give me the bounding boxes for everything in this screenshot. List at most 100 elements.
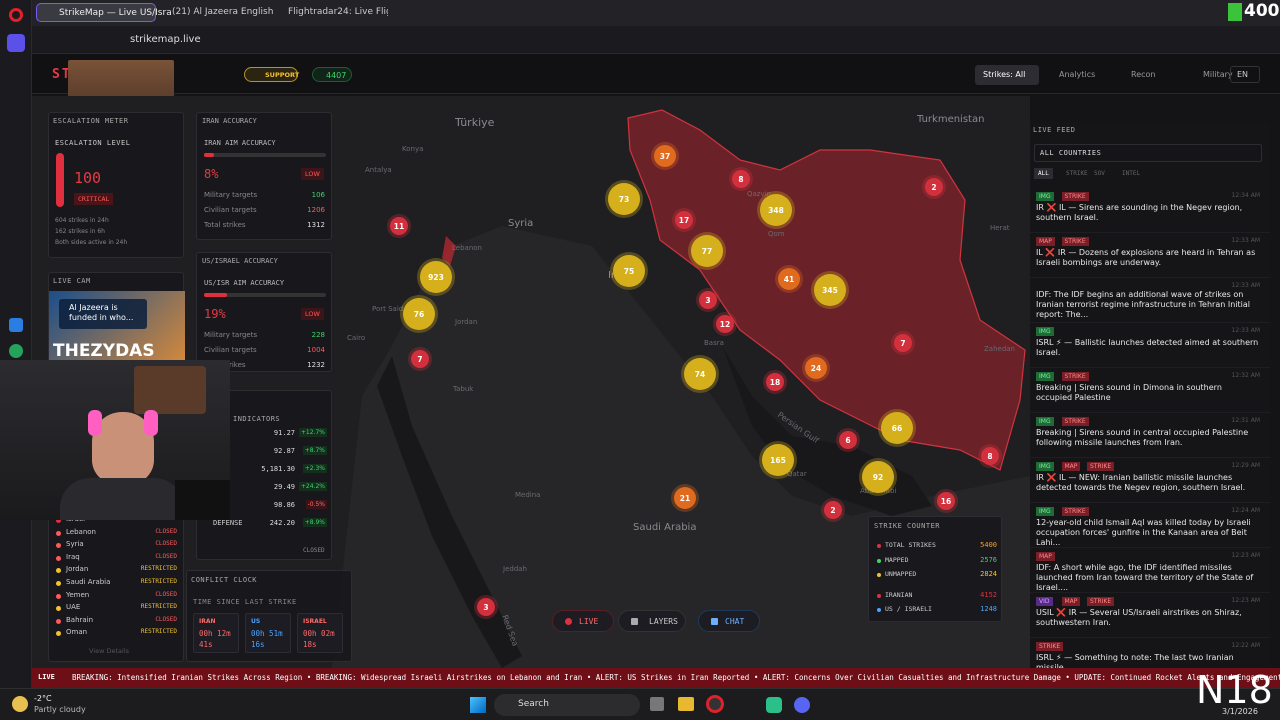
messenger-icon[interactable] <box>9 318 23 332</box>
tab[interactable]: StrikeMap — Live US/Isra <box>36 3 172 22</box>
feed-item[interactable]: IMG MAP STRIKE 12:29 AM IR ❌ IL — NEW: Irani… <box>1030 458 1270 503</box>
tab[interactable]: Flightradar24: Live Flight T <box>274 3 388 22</box>
cluster[interactable] <box>716 315 734 333</box>
feed-item[interactable]: IMG STRIKE 12:34 AM IR ❌ IL — Sirens are so… <box>1030 188 1270 233</box>
app-header <box>32 54 1280 94</box>
cluster-label: 3 <box>483 603 488 612</box>
cluster[interactable] <box>762 444 794 476</box>
feed-item[interactable]: IMG STRIKE 12:32 AM Breaking | Sirens sound… <box>1030 368 1270 413</box>
cluster[interactable] <box>766 373 784 391</box>
cluster[interactable] <box>805 357 827 379</box>
cluster[interactable] <box>411 350 429 368</box>
cluster[interactable] <box>937 492 955 510</box>
feed-tab[interactable]: STRIKE <box>1066 170 1088 177</box>
opera-app[interactable] <box>706 695 724 713</box>
tab[interactable]: (21) Al Jazeera English <box>158 3 273 22</box>
clock-item: IRAN 00h 12m 41s <box>193 613 239 653</box>
accuracy-fill <box>204 293 228 297</box>
cluster[interactable] <box>881 412 913 444</box>
clock-item: ISRAEL 00h 02m 18s <box>297 613 343 653</box>
cluster[interactable] <box>674 487 696 509</box>
feed-time: 12:34 AM <box>1231 192 1260 199</box>
cluster[interactable] <box>608 183 640 215</box>
whatsapp-icon[interactable] <box>9 344 23 358</box>
cluster[interactable] <box>691 235 723 267</box>
cluster[interactable] <box>390 217 408 235</box>
cluster[interactable] <box>778 268 800 290</box>
lang: EN <box>1237 70 1249 79</box>
map-control[interactable]: CHAT <box>698 610 760 632</box>
cluster[interactable] <box>824 501 842 519</box>
discord[interactable] <box>794 697 810 713</box>
kick-logo <box>1228 3 1242 21</box>
panel-title: US/ISRAEL ACCURACY <box>202 257 278 265</box>
feed-item[interactable]: STRIKE 12:22 AM ISRL ⚡ — Something to note… <box>1030 638 1270 668</box>
feed-time: 12:32 AM <box>1231 372 1260 379</box>
map-control[interactable]: LAYERS <box>618 610 686 632</box>
cluster[interactable] <box>699 291 717 309</box>
nav-item[interactable]: Recon <box>1123 65 1183 85</box>
support-button[interactable]: SUPPORT <box>244 67 299 82</box>
country-filter[interactable]: ALL COUNTRIES <box>1034 144 1262 162</box>
cluster[interactable] <box>420 261 452 293</box>
feed-tab[interactable]: SOV <box>1094 170 1105 177</box>
ticker-label: LIVE <box>38 673 55 681</box>
country-status: RESTRICTED <box>140 578 177 585</box>
cluster[interactable] <box>839 431 857 449</box>
label: ESCALATION LEVEL <box>55 139 131 147</box>
cluster[interactable] <box>613 255 645 287</box>
lang-select[interactable]: EN <box>1230 66 1260 83</box>
indicator-value: 91.27 <box>273 429 295 437</box>
dot <box>877 593 881 598</box>
feed-item[interactable]: 12:33 AM IDF: The IDF begins an additiona… <box>1030 278 1270 323</box>
feed-item[interactable]: IMG STRIKE 12:31 AM Breaking | Sirens sound… <box>1030 413 1270 458</box>
cluster[interactable] <box>862 461 894 493</box>
cluster[interactable] <box>477 598 495 616</box>
feed-item[interactable]: MAP STRIKE 12:33 AM IL ❌ IR — Dozens of exp… <box>1030 233 1270 278</box>
feed-tag: IMG <box>1036 192 1054 201</box>
feed-tab[interactable]: INTEL <box>1122 170 1141 177</box>
red-sea <box>377 356 522 668</box>
cluster[interactable] <box>894 334 912 352</box>
cluster-label: 17 <box>679 216 689 225</box>
cluster-label: 74 <box>695 370 705 379</box>
view-details[interactable]: View Details <box>89 647 130 655</box>
cluster[interactable] <box>403 298 435 330</box>
feed-item[interactable]: IMG STRIKE 12:24 AM 12-year-old child Ismai… <box>1030 503 1270 548</box>
explorer[interactable] <box>678 697 694 711</box>
feed-tab[interactable]: ALL <box>1034 168 1053 179</box>
start-button[interactable] <box>470 697 486 713</box>
nav-item[interactable]: Strikes: All <box>975 65 1039 85</box>
cluster[interactable] <box>675 211 693 229</box>
url[interactable]: strikemap.live <box>130 34 201 45</box>
feed-item[interactable]: MAP 12:23 AM IDF: A short while ago, the I… <box>1030 548 1270 593</box>
row-label: Civilian targets <box>204 346 257 354</box>
cluster[interactable] <box>760 194 792 226</box>
feed-item[interactable]: VID MAP STRIKE 12:23 AM USIL ❌ IR — Several … <box>1030 593 1270 638</box>
clock-label: ISRAEL <box>303 618 327 625</box>
lebanon-region[interactable] <box>442 236 456 266</box>
online-counter: 4407 <box>312 67 352 82</box>
feed-item[interactable]: IMG 12:33 AM ISRL ⚡ — Ballistic launches d… <box>1030 323 1270 368</box>
taskview[interactable] <box>650 697 664 711</box>
nav-label: Analytics <box>1059 70 1096 79</box>
nav-item[interactable]: Military <box>1195 65 1255 85</box>
map-control[interactable]: LIVE <box>552 610 614 632</box>
search-box[interactable]: Search <box>494 694 640 716</box>
country-name: Iraq <box>66 552 80 561</box>
cluster[interactable] <box>654 145 676 167</box>
cluster[interactable] <box>981 447 999 465</box>
feed-text: IDF: A short while ago, the IDF identifi… <box>1036 563 1254 592</box>
cluster[interactable] <box>925 178 943 196</box>
home-button[interactable] <box>7 34 25 52</box>
nav-label: Recon <box>1131 70 1156 79</box>
cluster[interactable] <box>814 274 846 306</box>
cluster[interactable] <box>732 170 750 188</box>
accuracy-track <box>204 293 326 297</box>
cluster[interactable] <box>684 358 716 390</box>
cluster-label: 345 <box>822 286 838 295</box>
row-label: Military targets <box>204 191 258 199</box>
app[interactable] <box>766 697 782 713</box>
nav-item[interactable]: Analytics <box>1051 65 1111 85</box>
feed-text: IR ❌ IL — NEW: Iranian ballistic missile… <box>1036 473 1246 492</box>
